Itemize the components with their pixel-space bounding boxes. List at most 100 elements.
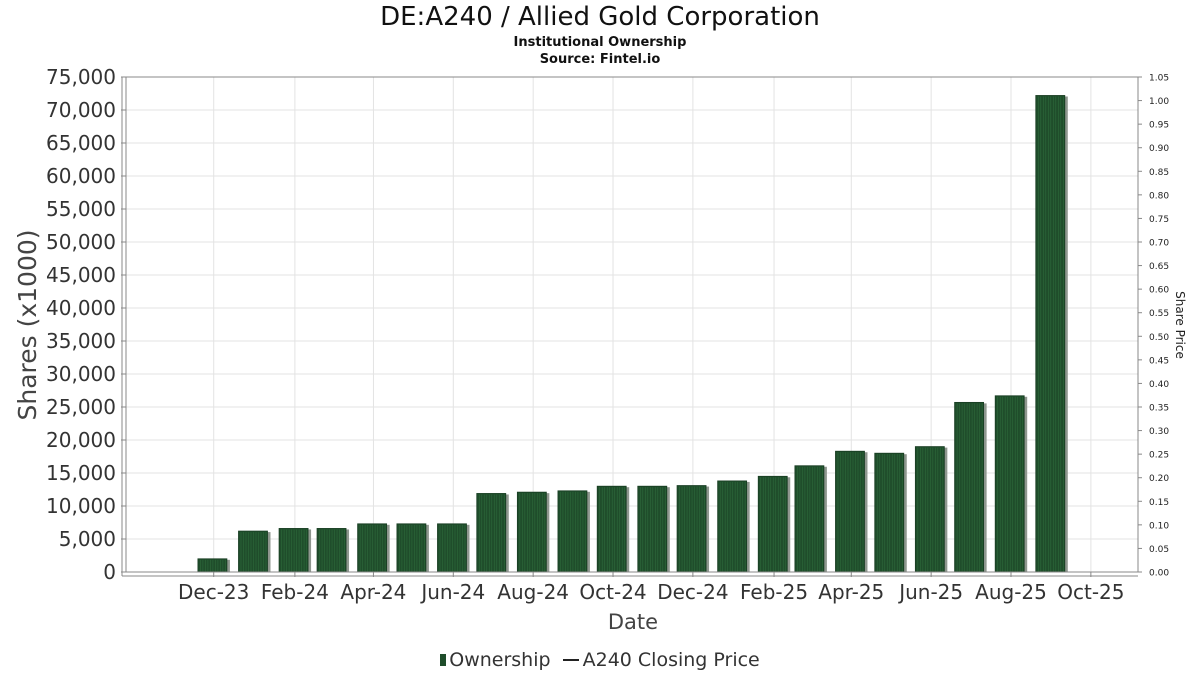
bar-body — [835, 450, 865, 573]
legend-item-ownership[interactable]: Ownership — [440, 648, 551, 671]
y2-tick-label: 0.35 — [1149, 404, 1169, 414]
x-tick-label: Oct-25 — [1057, 580, 1124, 604]
plot-frame — [121, 76, 1139, 577]
ownership-bar — [874, 452, 907, 573]
x-axis-label: Date — [608, 610, 658, 634]
ownership-bar — [637, 485, 670, 573]
y-tick-label: 40,000 — [46, 296, 116, 320]
bar-body — [396, 523, 427, 573]
x-axis-ticks: Dec-23 Feb-24 Apr-24 Jun-24 Aug-24 Oct-24 Dec-… — [178, 572, 1124, 604]
x-tick-label: Oct-24 — [579, 580, 646, 604]
y2-axis-label: Share Price — [1173, 291, 1187, 359]
bar-body — [557, 490, 588, 573]
legend-item-price[interactable]: A240 Closing Price — [557, 649, 760, 671]
y-tick-label: 70,000 — [46, 98, 116, 122]
ownership-bar — [717, 480, 750, 573]
ownership-swatch-icon — [440, 654, 447, 666]
x-tick-label: Apr-25 — [818, 580, 884, 604]
ownership-bar — [238, 530, 271, 573]
bar-body — [1035, 95, 1066, 573]
y2-tick-label: 0.55 — [1149, 309, 1169, 319]
x-tick-label: Feb-25 — [740, 580, 808, 604]
y2-tick-label: 0.80 — [1149, 191, 1169, 201]
ownership-bar — [914, 446, 948, 573]
y-tick-label: 65,000 — [46, 131, 116, 155]
bar-body — [316, 528, 347, 573]
y-tick-label: 10,000 — [46, 494, 116, 518]
plot-border — [125, 76, 1139, 573]
bar-body — [437, 523, 467, 573]
ownership-bar — [197, 558, 230, 573]
y2-tick-label: 0.45 — [1149, 356, 1169, 366]
ownership-bar — [357, 523, 390, 573]
ownership-bar — [794, 465, 827, 573]
y-tick-label: 20,000 — [46, 428, 116, 452]
y-tick-label: 60,000 — [46, 164, 116, 188]
y-tick-label: 30,000 — [46, 362, 116, 386]
y-tick-label: 50,000 — [46, 230, 116, 254]
bar-body — [197, 558, 228, 573]
y2-tick-label: 0.10 — [1149, 521, 1169, 531]
ownership-bar — [954, 401, 987, 573]
x-tick-label: Apr-24 — [340, 580, 406, 604]
ownership-bar — [516, 491, 550, 573]
y2-tick-label: 0.05 — [1149, 545, 1169, 555]
y2-tick-label: 0.50 — [1149, 333, 1169, 343]
y-tick-label: 55,000 — [46, 197, 116, 221]
bar-body — [637, 485, 668, 573]
chart-source: Source: Fintel.io — [539, 52, 661, 67]
bar-body — [717, 480, 748, 573]
ownership-bar — [396, 523, 429, 573]
y-tick-label: 45,000 — [46, 263, 116, 287]
y2-tick-label: 0.15 — [1149, 498, 1169, 508]
y-tick-label: 75,000 — [46, 65, 116, 89]
ownership-bars — [197, 95, 1068, 573]
bar-body — [994, 395, 1025, 573]
ownership-bar — [437, 523, 470, 573]
y2-tick-label: 1.05 — [1149, 74, 1169, 84]
y2-tick-label: 0.30 — [1149, 427, 1169, 437]
y2-tick-label: 0.75 — [1149, 215, 1169, 225]
ownership-bar — [757, 475, 791, 573]
y-axis-label: Shares (x1000) — [13, 229, 42, 420]
y2-tick-label: 0.20 — [1149, 474, 1169, 484]
ownership-bar — [596, 485, 630, 573]
y-tick-label: 0 — [103, 560, 116, 584]
y-tick-label: 35,000 — [46, 329, 116, 353]
ownership-bar — [835, 450, 868, 573]
ownership-bar — [676, 485, 710, 573]
bar-body — [516, 491, 547, 573]
y-tick-label: 25,000 — [46, 395, 116, 419]
bar-body — [596, 485, 627, 573]
y-tick-label: 15,000 — [46, 461, 116, 485]
y2-tick-label: 0.70 — [1149, 239, 1169, 249]
y2-tick-label: 1.00 — [1149, 97, 1169, 107]
y2-tick-label: 0.65 — [1149, 262, 1169, 272]
ownership-bar — [1035, 95, 1068, 573]
bar-body — [914, 446, 945, 573]
y-axis-ticks: 0 5,000 10,000 15,000 20,000 25,000 30,000 35,0… — [46, 65, 126, 584]
bar-body — [476, 493, 507, 573]
ownership-bar — [316, 528, 350, 573]
bar-body — [954, 401, 985, 573]
x-tick-label: Jun-25 — [897, 580, 963, 604]
x-tick-label: Aug-25 — [975, 580, 1047, 604]
x-tick-label: Feb-24 — [261, 580, 329, 604]
bar-body — [278, 528, 309, 573]
y-tick-label: 5,000 — [59, 527, 116, 551]
y2-tick-label: 0.90 — [1149, 144, 1169, 154]
y2-tick-label: 0.85 — [1149, 168, 1169, 178]
y2-tick-label: 0.25 — [1149, 451, 1169, 461]
bar-body — [238, 530, 268, 573]
ownership-bar — [278, 528, 312, 573]
chart-title: DE:A240 / Allied Gold Corporation — [380, 2, 820, 32]
bar-body — [357, 523, 388, 573]
legend-price-label: A240 Closing Price — [582, 648, 760, 671]
x-tick-label: Jun-24 — [419, 580, 485, 604]
bar-body — [757, 475, 788, 573]
chart-subtitle: Institutional Ownership — [513, 35, 687, 50]
legend-ownership-label: Ownership — [449, 648, 551, 671]
y2-axis-ticks: 0.00 0.05 0.10 0.15 0.20 0.25 0.30 0.35 0.40 0.45… — [1138, 74, 1169, 579]
x-tick-label: Aug-24 — [497, 580, 569, 604]
